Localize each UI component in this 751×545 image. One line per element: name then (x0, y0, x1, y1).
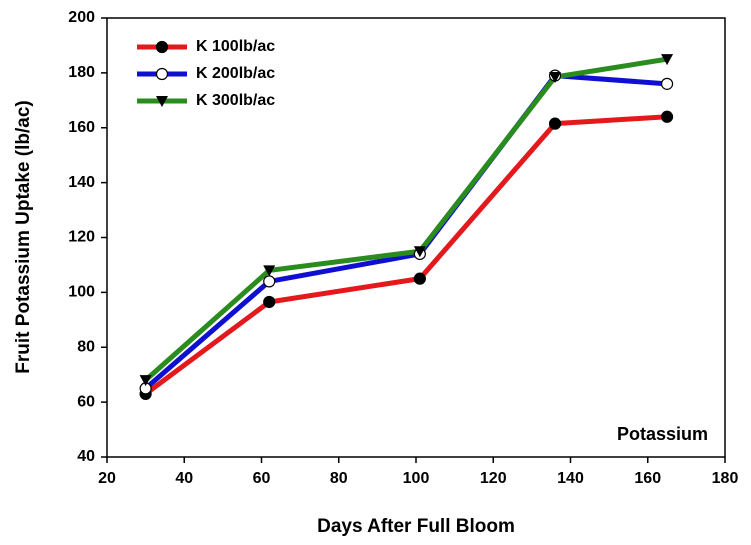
data-point (548, 117, 562, 130)
data-point (263, 265, 276, 277)
y-tick-label: 200 (68, 9, 95, 26)
legend-marker (156, 96, 168, 107)
y-tick-label: 180 (68, 64, 95, 81)
y-tick-label: 160 (68, 119, 95, 136)
data-point (263, 295, 276, 309)
y-tick-label: 60 (77, 393, 95, 410)
y-tick-label: 120 (68, 229, 95, 246)
y-tick-label: 140 (68, 174, 95, 191)
annotation: Potassium (617, 424, 708, 444)
x-tick-label: 180 (712, 470, 739, 487)
x-tick-label: 20 (98, 470, 116, 487)
y-tick-label: 40 (77, 448, 95, 465)
data-point (413, 272, 426, 285)
data-point (263, 275, 276, 288)
data-point (661, 54, 674, 66)
data-point (413, 246, 426, 258)
data-point (549, 71, 562, 83)
x-tick-label: 140 (557, 470, 584, 487)
x-tick-label: 160 (634, 470, 661, 487)
x-tick-label: 40 (175, 470, 193, 487)
plot-frame (106, 17, 726, 458)
x-axis-title: Days After Full Bloom (317, 516, 515, 537)
data-point (660, 110, 674, 123)
data-point (660, 77, 674, 90)
y-tick-label: 80 (77, 338, 95, 355)
x-tick-label: 60 (253, 470, 271, 487)
y-tick-label: 100 (68, 284, 95, 301)
legend-label: K 100lb/ac (196, 38, 275, 55)
legend-marker (155, 67, 169, 81)
x-tick-label: 120 (480, 470, 507, 487)
y-axis-title: Fruit Potassium Uptake (lb/ac) (13, 100, 34, 373)
x-tick-label: 100 (403, 470, 430, 487)
legend-marker (155, 40, 169, 54)
legend-label: K 300lb/ac (196, 92, 275, 109)
x-tick-label: 80 (330, 470, 348, 487)
data-point (139, 375, 152, 387)
legend-label: K 200lb/ac (196, 65, 275, 82)
